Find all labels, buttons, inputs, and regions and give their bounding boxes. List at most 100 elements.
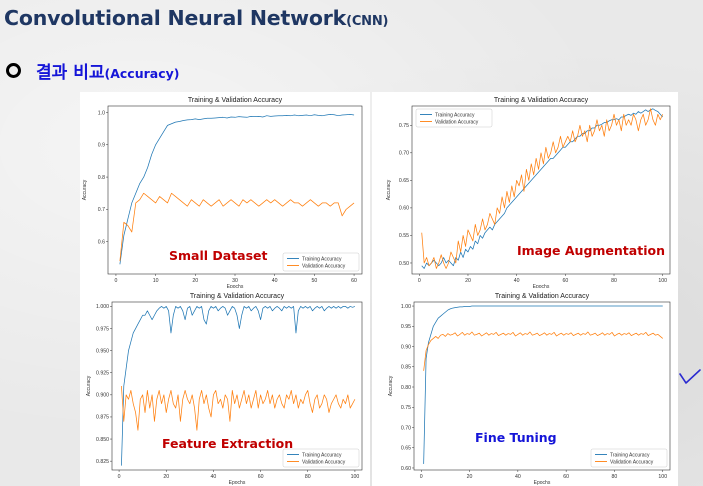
x-tick-label: 20 [163,474,169,480]
y-tick-label: 0.60 [401,466,411,472]
y-axis-label: Accuracy [386,179,392,200]
y-tick-label: 0.90 [401,344,411,350]
chart-svg-3: Training & Validation Accuracy 0 20 40 60 80 1… [388,293,671,486]
x-tick-label: 0 [420,474,423,480]
y-axis-label: Accuracy [388,375,394,396]
x-tick-label: 0 [114,278,117,284]
y-tick-label: 0.75 [399,123,409,129]
y-tick-label: 0.875 [96,415,109,421]
x-axis-label: Epochs [533,284,550,290]
y-tick-label: 0.50 [399,261,409,267]
y-tick-label: 0.850 [96,437,109,443]
slide-title: Convolutional Neural Network(CNN) [4,6,388,30]
x-tick-label: 80 [611,278,617,284]
series-line-validation [423,331,663,371]
x-axis-label: Epochs [229,480,246,486]
x-tick-label: 0 [118,474,121,480]
x-tick-label: 80 [305,474,311,480]
x-tick-label: 60 [351,278,357,284]
y-tick-label: 0.9 [98,143,105,149]
y-tick-label: 0.65 [401,446,411,452]
y-tick-label: 0.85 [401,365,411,371]
series-line-training [423,305,663,464]
y-tick-label: 0.75 [401,405,411,411]
y-tick-label: 0.925 [96,371,109,377]
x-tick-label: 40 [272,278,278,284]
y-tick-label: 0.825 [96,459,109,465]
y-tick-label: 0.95 [401,324,411,330]
plot-frame [111,301,363,471]
y-tick-label: 0.8 [98,175,105,181]
x-tick-label: 20 [465,278,471,284]
y-tick-label: 0.950 [96,348,109,354]
y-axis-label: Accuracy [82,179,88,200]
legend-label: Training Accuracy [302,452,342,458]
x-tick-label: 80 [612,474,618,480]
legend-label: Training Accuracy [610,452,650,458]
checkmark-icon [679,369,701,384]
y-tick-label: 0.70 [399,151,409,157]
chart-title: Training & Validation Accuracy [190,293,285,300]
y-tick-label: 0.975 [96,326,109,332]
annotation-small-dataset: Small Dataset [169,248,268,263]
y-tick-label: 1.00 [401,304,411,310]
series-line-training [421,108,663,269]
legend-box [282,448,360,468]
series-line-validation [121,385,356,431]
series-line-training [121,306,356,466]
subtitle-korean: 결과 비교 [36,63,105,83]
plot-frame [411,105,671,275]
legend-box [415,108,493,128]
y-tick-label: 0.70 [401,425,411,431]
chart-panel-fine-tuning: Training & Validation Accuracy 0 20 40 60 80 1… [372,288,678,486]
legend-label: Validation Accuracy [302,459,346,465]
x-tick-label: 100 [658,474,667,480]
bullet-icon [6,63,21,78]
y-tick-label: 1.000 [96,304,109,310]
chart-panel-image-augmentation: Training & Validation Accuracy 0 20 40 60 80 1… [372,92,678,292]
y-tick-label: 0.900 [96,393,109,399]
x-tick-label: 20 [192,278,198,284]
slide-title-main: Convolutional Neural Network [4,6,347,30]
legend-label: Training Accuracy [435,112,475,118]
y-axis-label: Accuracy [86,375,92,396]
x-tick-label: 10 [153,278,159,284]
chart-svg-0: Training & Validation Accuracy 0 10 20 30 40 5… [82,97,363,290]
section-subtitle: 결과 비교(Accuracy) [36,58,179,83]
x-tick-label: 100 [658,278,667,284]
x-tick-label: 100 [351,474,360,480]
x-tick-label: 50 [311,278,317,284]
y-tick-label: 0.65 [399,178,409,184]
subtitle-suffix: (Accuracy) [104,66,180,81]
series-line-validation [421,108,664,269]
x-tick-label: 60 [563,474,569,480]
y-tick-label: 0.80 [401,385,411,391]
legend-label: Training Accuracy [302,256,342,262]
y-tick-label: 0.60 [399,206,409,212]
chart-svg-2: Training & Validation Accuracy 0 20 40 60 80 1… [86,293,363,486]
y-tick-label: 1.0 [98,110,105,116]
x-tick-label: 40 [211,474,217,480]
slide-title-suffix: (CNN) [346,14,389,29]
y-tick-label: 0.6 [98,239,105,245]
legend-box [282,252,360,272]
legend-label: Validation Accuracy [610,459,654,465]
x-tick-label: 40 [515,474,521,480]
chart-panel-feature-extraction: Training & Validation Accuracy 0 20 40 60 80 1… [80,288,370,486]
chart-svg-1: Training & Validation Accuracy 0 20 40 60 80 1… [386,97,671,290]
x-tick-label: 60 [258,474,264,480]
chart-panel-small-dataset: Training & Validation Accuracy 0 10 20 30 40 5… [80,92,370,292]
annotation-feature-extraction: Feature Extraction [162,436,294,451]
y-tick-label: 0.7 [98,207,105,213]
annotation-image-augmentation: Image Augmentation [517,243,665,258]
chart-title: Training & Validation Accuracy [188,97,283,104]
series-line-training [119,114,355,265]
x-tick-label: 40 [514,278,520,284]
legend-label: Validation Accuracy [302,263,346,269]
legend-label: Validation Accuracy [435,119,479,125]
legend-box [590,448,668,468]
